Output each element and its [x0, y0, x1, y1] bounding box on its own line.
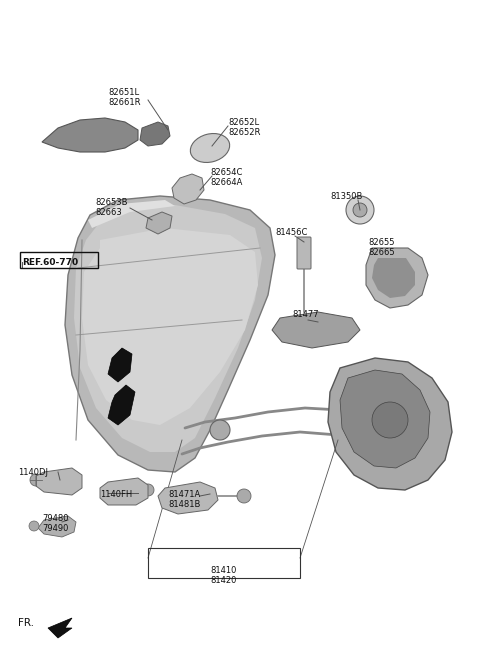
- Text: 81456C: 81456C: [275, 228, 307, 237]
- Polygon shape: [88, 200, 175, 228]
- Circle shape: [142, 484, 154, 496]
- Text: FR.: FR.: [18, 618, 34, 628]
- Polygon shape: [108, 385, 135, 425]
- Polygon shape: [65, 196, 275, 472]
- Text: 81410
81420: 81410 81420: [211, 566, 237, 585]
- Polygon shape: [340, 370, 430, 468]
- Circle shape: [353, 203, 367, 217]
- Polygon shape: [372, 258, 415, 298]
- Text: 81477: 81477: [292, 310, 319, 319]
- Text: 82655
82665: 82655 82665: [368, 238, 395, 257]
- Text: 82651L
82661R: 82651L 82661R: [108, 88, 141, 108]
- Text: 81471A
81481B: 81471A 81481B: [168, 490, 200, 510]
- Ellipse shape: [191, 134, 229, 163]
- Polygon shape: [172, 174, 204, 204]
- Circle shape: [237, 489, 251, 503]
- Text: 82653B
82663: 82653B 82663: [95, 198, 128, 217]
- Polygon shape: [74, 205, 262, 452]
- Text: 81350B: 81350B: [330, 192, 362, 201]
- Polygon shape: [328, 358, 452, 490]
- Circle shape: [372, 402, 408, 438]
- Polygon shape: [366, 248, 428, 308]
- Polygon shape: [36, 468, 82, 495]
- Bar: [20, 252, 98, 268]
- Polygon shape: [48, 618, 72, 638]
- Polygon shape: [158, 482, 218, 514]
- Text: 79480
79490: 79480 79490: [42, 514, 69, 533]
- Polygon shape: [272, 312, 360, 348]
- Circle shape: [346, 196, 374, 224]
- Text: 1140FH: 1140FH: [100, 490, 132, 499]
- Polygon shape: [100, 478, 148, 505]
- Text: 82652L
82652R: 82652L 82652R: [228, 118, 260, 137]
- Text: 1140DJ: 1140DJ: [18, 468, 48, 477]
- Text: REF.60-770: REF.60-770: [22, 258, 78, 267]
- Polygon shape: [146, 212, 172, 234]
- FancyBboxPatch shape: [297, 237, 311, 269]
- Polygon shape: [140, 122, 170, 146]
- Circle shape: [30, 474, 42, 486]
- Polygon shape: [108, 348, 132, 382]
- Bar: [148, 548, 300, 578]
- Circle shape: [210, 420, 230, 440]
- Circle shape: [29, 521, 39, 531]
- Polygon shape: [42, 118, 138, 152]
- Text: 82654C
82664A: 82654C 82664A: [210, 168, 242, 188]
- Polygon shape: [38, 516, 76, 537]
- Polygon shape: [82, 228, 258, 425]
